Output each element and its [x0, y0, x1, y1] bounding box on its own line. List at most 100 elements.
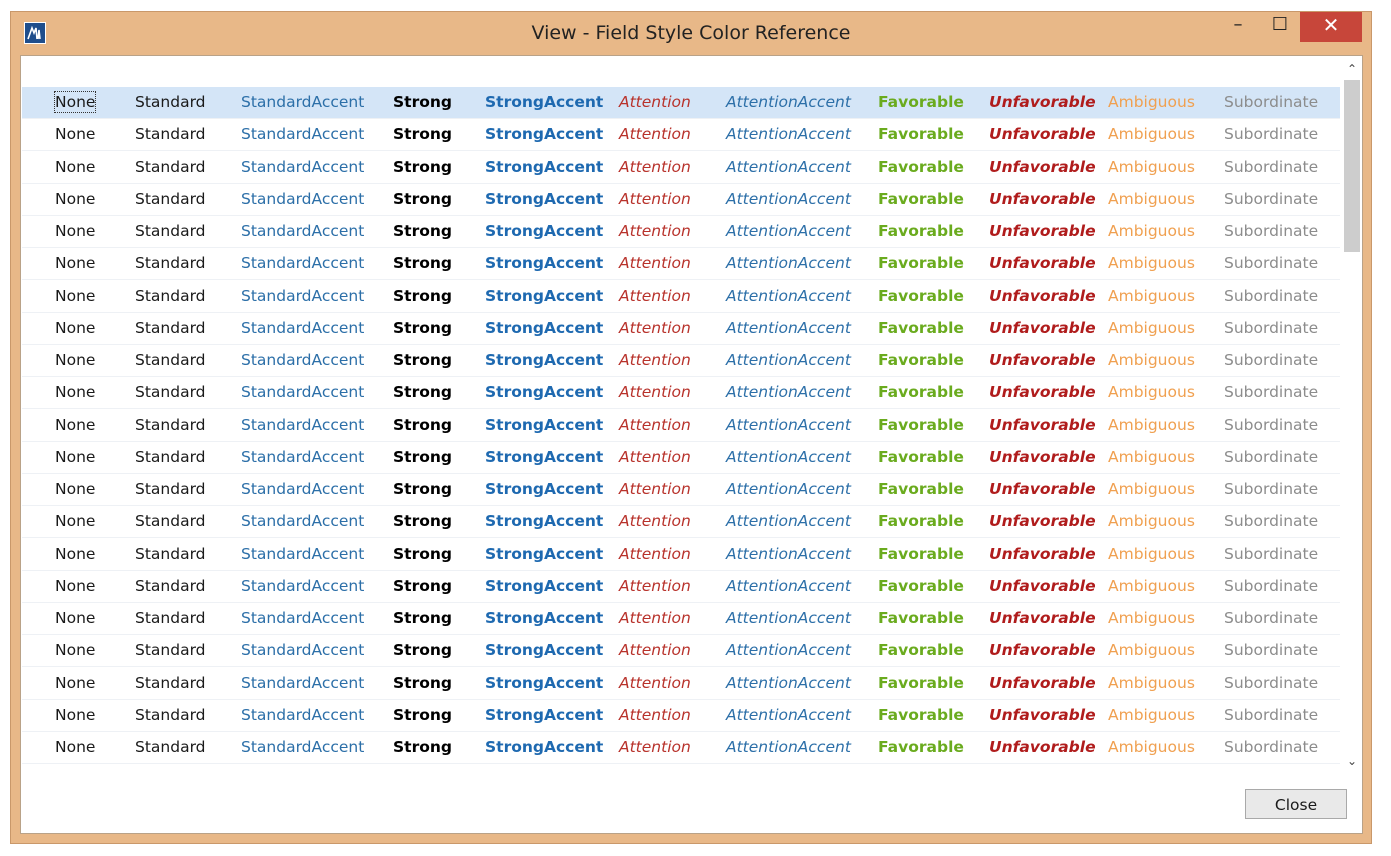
- cell-attention[interactable]: Attention: [619, 415, 691, 434]
- close-button[interactable]: Close: [1245, 789, 1347, 819]
- cell-strongaccent[interactable]: StrongAccent: [485, 157, 604, 176]
- cell-attentionaccent[interactable]: AttentionAccent: [726, 576, 851, 595]
- cell-strong[interactable]: Strong: [393, 254, 452, 273]
- cell-attention[interactable]: Attention: [619, 222, 691, 240]
- cell-none[interactable]: None: [55, 576, 96, 595]
- cell-standard[interactable]: Standard: [135, 254, 206, 273]
- cell-subordinate[interactable]: Subordinate: [1224, 157, 1319, 176]
- cell-favorable[interactable]: Favorable: [878, 383, 964, 402]
- table-row[interactable]: None Standard StandardAccent Strong StrongAc…: [22, 635, 1340, 668]
- cell-subordinate[interactable]: Subordinate: [1224, 93, 1319, 111]
- cell-attention[interactable]: Attention: [619, 738, 691, 756]
- cell-standard[interactable]: Standard: [135, 351, 206, 369]
- cell-unfavorable[interactable]: Unfavorable: [989, 222, 1096, 240]
- cell-none[interactable]: None: [55, 609, 96, 627]
- cell-subordinate[interactable]: Subordinate: [1224, 512, 1319, 531]
- cell-standardaccent[interactable]: StandardAccent: [241, 609, 365, 627]
- cell-strong[interactable]: Strong: [393, 383, 452, 402]
- cell-standardaccent[interactable]: StandardAccent: [241, 480, 365, 498]
- cell-strongaccent[interactable]: StrongAccent: [485, 351, 604, 369]
- cell-attentionaccent[interactable]: AttentionAccent: [726, 254, 851, 273]
- cell-standardaccent[interactable]: StandardAccent: [241, 738, 365, 756]
- table-row[interactable]: None Standard StandardAccent Strong StrongAc…: [22, 539, 1340, 571]
- cell-standardaccent[interactable]: StandardAccent: [241, 189, 365, 208]
- cell-attention[interactable]: Attention: [619, 351, 691, 369]
- cell-strongaccent[interactable]: StrongAccent: [485, 544, 604, 563]
- cell-standard[interactable]: Standard: [135, 609, 206, 627]
- cell-attention[interactable]: Attention: [619, 705, 691, 724]
- table-row[interactable]: None Standard StandardAccent Strong StrongAc…: [22, 281, 1340, 313]
- cell-subordinate[interactable]: Subordinate: [1224, 544, 1319, 563]
- cell-unfavorable[interactable]: Unfavorable: [989, 286, 1096, 305]
- cell-favorable[interactable]: Favorable: [878, 447, 964, 466]
- cell-none[interactable]: None: [55, 415, 96, 434]
- cell-strongaccent[interactable]: StrongAccent: [485, 222, 604, 240]
- cell-subordinate[interactable]: Subordinate: [1224, 415, 1319, 434]
- cell-ambiguous[interactable]: Ambiguous: [1108, 705, 1195, 724]
- cell-standard[interactable]: Standard: [135, 544, 206, 563]
- cell-none[interactable]: None: [53, 91, 97, 113]
- cell-attentionaccent[interactable]: AttentionAccent: [726, 222, 851, 240]
- cell-standardaccent[interactable]: StandardAccent: [241, 157, 365, 176]
- cell-standardaccent[interactable]: StandardAccent: [241, 222, 365, 240]
- cell-favorable[interactable]: Favorable: [878, 351, 964, 369]
- cell-strong[interactable]: Strong: [393, 125, 452, 144]
- cell-standard[interactable]: Standard: [135, 447, 206, 466]
- scrollbar-thumb[interactable]: [1344, 80, 1360, 252]
- chevron-up-icon[interactable]: ⌃: [1346, 62, 1358, 76]
- cell-strong[interactable]: Strong: [393, 157, 452, 176]
- cell-subordinate[interactable]: Subordinate: [1224, 738, 1319, 756]
- cell-standardaccent[interactable]: StandardAccent: [241, 351, 365, 369]
- cell-none[interactable]: None: [55, 189, 96, 208]
- cell-ambiguous[interactable]: Ambiguous: [1108, 512, 1195, 531]
- cell-standardaccent[interactable]: StandardAccent: [241, 125, 365, 144]
- cell-ambiguous[interactable]: Ambiguous: [1108, 254, 1195, 273]
- cell-attentionaccent[interactable]: AttentionAccent: [726, 447, 851, 466]
- cell-attention[interactable]: Attention: [619, 576, 691, 595]
- cell-standard[interactable]: Standard: [135, 189, 206, 208]
- cell-subordinate[interactable]: Subordinate: [1224, 254, 1319, 273]
- cell-ambiguous[interactable]: Ambiguous: [1108, 351, 1195, 369]
- cell-standard[interactable]: Standard: [135, 318, 206, 337]
- cell-favorable[interactable]: Favorable: [878, 157, 964, 176]
- cell-none[interactable]: None: [55, 157, 96, 176]
- cell-subordinate[interactable]: Subordinate: [1224, 480, 1319, 498]
- cell-strongaccent[interactable]: StrongAccent: [485, 641, 604, 660]
- cell-favorable[interactable]: Favorable: [878, 576, 964, 595]
- cell-attention[interactable]: Attention: [619, 125, 691, 144]
- cell-attention[interactable]: Attention: [619, 254, 691, 273]
- cell-strongaccent[interactable]: StrongAccent: [485, 673, 604, 692]
- cell-none[interactable]: None: [55, 705, 96, 724]
- table-row[interactable]: None Standard StandardAccent Strong StrongAc…: [22, 474, 1340, 506]
- cell-strong[interactable]: Strong: [393, 93, 452, 111]
- cell-attentionaccent[interactable]: AttentionAccent: [726, 544, 851, 563]
- cell-favorable[interactable]: Favorable: [878, 705, 964, 724]
- cell-standardaccent[interactable]: StandardAccent: [241, 415, 365, 434]
- cell-strong[interactable]: Strong: [393, 609, 452, 627]
- table-row[interactable]: None Standard StandardAccent Strong StrongAc…: [22, 668, 1340, 700]
- cell-attention[interactable]: Attention: [619, 383, 691, 402]
- cell-unfavorable[interactable]: Unfavorable: [989, 93, 1096, 111]
- cell-favorable[interactable]: Favorable: [878, 286, 964, 305]
- cell-standard[interactable]: Standard: [135, 93, 206, 111]
- cell-unfavorable[interactable]: Unfavorable: [989, 415, 1096, 434]
- cell-none[interactable]: None: [55, 512, 96, 531]
- cell-ambiguous[interactable]: Ambiguous: [1108, 415, 1195, 434]
- cell-unfavorable[interactable]: Unfavorable: [989, 447, 1096, 466]
- cell-standardaccent[interactable]: StandardAccent: [241, 705, 365, 724]
- table-row[interactable]: None Standard StandardAccent Strong StrongAc…: [22, 184, 1340, 216]
- cell-strongaccent[interactable]: StrongAccent: [485, 189, 604, 208]
- cell-attentionaccent[interactable]: AttentionAccent: [726, 415, 851, 434]
- title-bar[interactable]: View - Field Style Color Reference – ☐ ✕: [11, 12, 1371, 55]
- cell-standardaccent[interactable]: StandardAccent: [241, 286, 365, 305]
- cell-none[interactable]: None: [55, 447, 96, 466]
- vertical-scrollbar[interactable]: ⌃ ⌄: [1342, 56, 1362, 776]
- cell-attention[interactable]: Attention: [619, 157, 691, 176]
- cell-standard[interactable]: Standard: [135, 738, 206, 756]
- cell-standardaccent[interactable]: StandardAccent: [241, 576, 365, 595]
- cell-none[interactable]: None: [55, 318, 96, 337]
- cell-standard[interactable]: Standard: [135, 415, 206, 434]
- style-reference-grid[interactable]: None Standard StandardAccent Strong StrongAc…: [21, 56, 1341, 776]
- cell-unfavorable[interactable]: Unfavorable: [989, 125, 1096, 144]
- cell-none[interactable]: None: [55, 383, 96, 402]
